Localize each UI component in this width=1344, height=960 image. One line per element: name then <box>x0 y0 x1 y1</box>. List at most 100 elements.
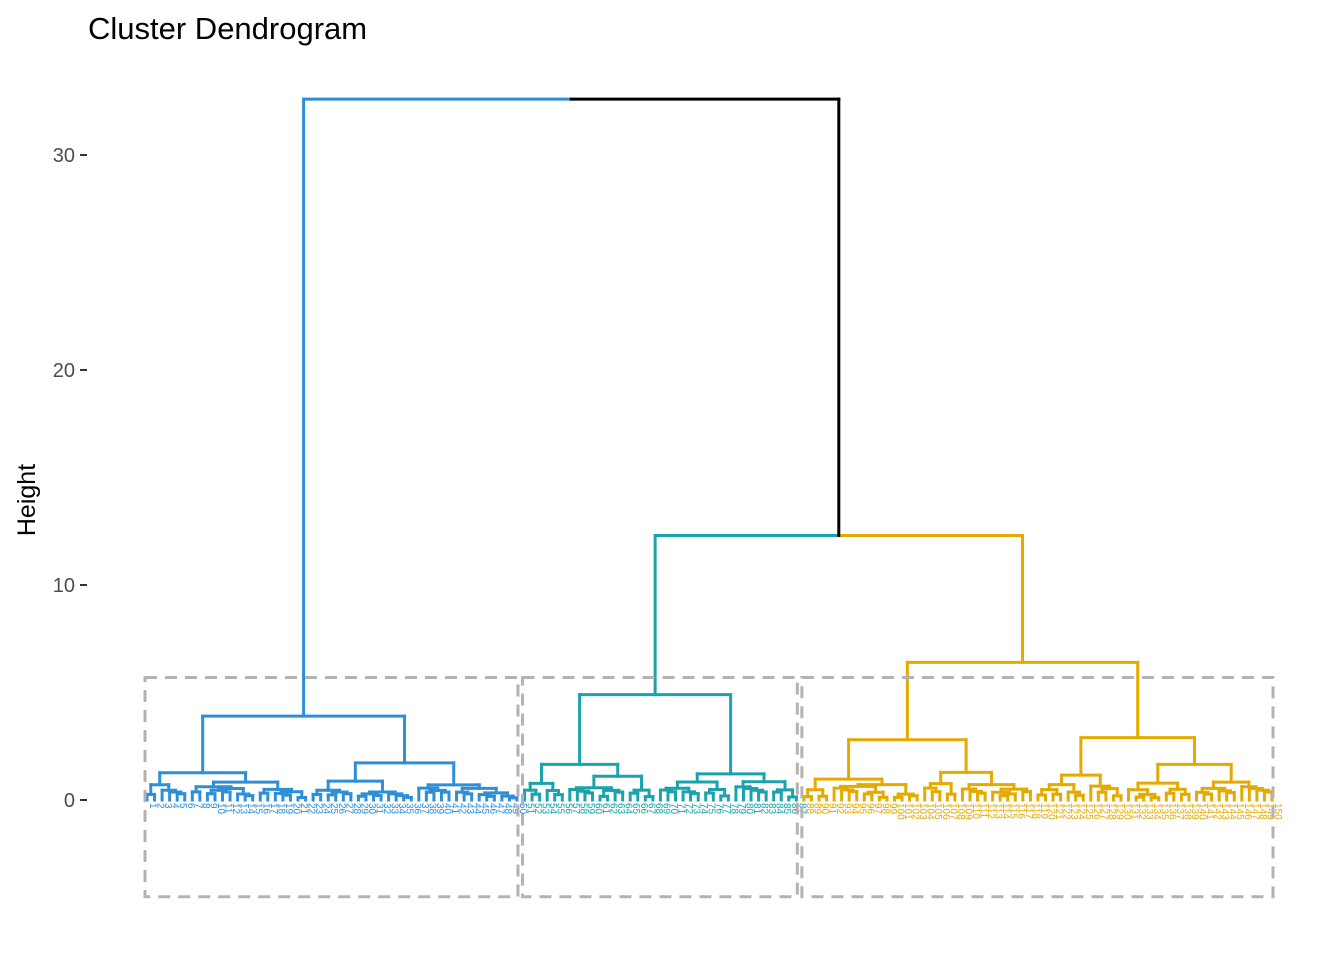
leaf-label: 67 <box>645 803 656 815</box>
leaf-label: 10 <box>215 803 226 815</box>
leaf-label: 99 <box>887 803 898 815</box>
leaf-label: 88 <box>804 803 815 815</box>
leaf-label: 68 <box>653 803 664 815</box>
leaf-label: 91 <box>827 803 838 815</box>
leaf-label: 131 <box>1129 803 1140 820</box>
y-tick-label: 20 <box>53 360 75 382</box>
leaf-label: 20 <box>290 803 301 815</box>
leaf-label: 121 <box>1053 803 1064 820</box>
leaf-label: 25 <box>328 803 339 815</box>
leaf-label: 70 <box>668 803 679 815</box>
leaf-label: 23 <box>313 803 324 815</box>
leaf-label: 142 <box>1212 803 1223 820</box>
leaf-label: 135 <box>1159 803 1170 820</box>
leaf-label: 98 <box>879 803 890 815</box>
leaf-label: 96 <box>864 803 875 815</box>
leaf-label: 116 <box>1015 803 1026 819</box>
cluster-rect-2 <box>521 675 799 899</box>
leaf-label: 140 <box>1196 803 1207 820</box>
leaf-label: 52 <box>532 803 543 815</box>
leaf-label: 66 <box>638 803 649 815</box>
leaf-label: 13 <box>238 803 249 815</box>
leaf-label: 64 <box>623 803 634 815</box>
leaf-label: 45 <box>479 803 490 815</box>
leaf-label: 24 <box>321 803 332 815</box>
leaf-label: 21 <box>298 803 309 815</box>
leaf-label: 103 <box>917 803 928 820</box>
leaf-label: 132 <box>1136 803 1147 820</box>
leaf-label: 38 <box>426 803 437 815</box>
leaf-label: 95 <box>857 803 868 815</box>
leaf-label: 15 <box>253 803 264 815</box>
leaf-label: 76 <box>713 803 724 815</box>
leaf-label: 85 <box>781 803 792 815</box>
leaf-label: 123 <box>1068 803 1079 820</box>
leaf-label: 37 <box>419 803 430 815</box>
leaf-label: 41 <box>449 803 460 815</box>
leaf-label: 141 <box>1204 803 1215 820</box>
leaf-label: 65 <box>630 803 641 815</box>
leaf-label: 117 <box>1023 803 1034 819</box>
y-axis-label: Height <box>13 464 41 536</box>
leaf-label: 80 <box>743 803 754 815</box>
leaf-label: 54 <box>547 803 558 815</box>
y-tick-label: 0 <box>64 790 75 812</box>
y-axis: 0 10 20 30 <box>53 145 87 812</box>
leaf-label: 126 <box>1091 803 1102 820</box>
leaf-label: 11 <box>223 803 234 814</box>
leaf-label: 92 <box>834 803 845 815</box>
leaf-label: 29 <box>358 803 369 815</box>
leaf-label: 50 <box>517 803 528 815</box>
cluster-rect-3 <box>800 675 1275 899</box>
leaf-label: 71 <box>676 803 687 815</box>
leaf-label: 9 <box>207 803 218 809</box>
leaf-label: 134 <box>1151 803 1162 820</box>
leaf-label: 86 <box>789 803 800 815</box>
leaf-label: 112 <box>985 803 996 819</box>
leaf-label: 59 <box>585 803 596 815</box>
leaf-label: 49 <box>509 803 520 815</box>
leaf-label: 39 <box>434 803 445 815</box>
leaf-label: 14 <box>245 803 256 815</box>
leaf-label: 130 <box>1121 803 1132 820</box>
leaf-label: 46 <box>487 803 498 815</box>
leaf-label: 7 <box>192 803 203 809</box>
leaf-label: 148 <box>1257 803 1268 820</box>
leaf-label: 26 <box>336 803 347 815</box>
leaf-label: 72 <box>683 803 694 815</box>
dendrogram-tree <box>145 97 1274 802</box>
leaf-label: 102 <box>910 803 921 820</box>
leaf-label: 28 <box>351 803 362 815</box>
leaf-label: 109 <box>962 803 973 820</box>
leaf-label: 105 <box>932 803 943 820</box>
leaf-label: 122 <box>1061 803 1072 820</box>
leaf-label: 82 <box>759 803 770 815</box>
leaf-label: 22 <box>306 803 317 815</box>
leaf-label: 57 <box>570 803 581 815</box>
leaf-label: 84 <box>774 803 785 815</box>
y-tick-label: 10 <box>53 575 75 597</box>
leaf-label: 129 <box>1113 803 1124 820</box>
leaf-label: 97 <box>872 803 883 815</box>
leaf-label: 79 <box>736 803 747 815</box>
leaf-label: 30 <box>366 803 377 815</box>
leaf-label: 93 <box>842 803 853 815</box>
leaf-label: 47 <box>494 803 505 815</box>
leaf-label: 1 <box>147 803 158 809</box>
leaf-label: 78 <box>728 803 739 815</box>
leaf-label: 150 <box>1272 803 1283 820</box>
leaf-label: 42 <box>457 803 468 815</box>
leaf-label: 81 <box>751 803 762 815</box>
leaf-label: 27 <box>343 803 354 815</box>
leaf-labels: 1234567891011121314151617181920212223242… <box>147 803 1283 820</box>
leaf-label: 137 <box>1174 803 1185 820</box>
leaf-label: 125 <box>1083 803 1094 820</box>
leaf-label: 2 <box>155 803 166 809</box>
leaf-label: 58 <box>577 803 588 815</box>
leaf-label: 75 <box>706 803 717 815</box>
leaf-label: 4 <box>170 803 181 809</box>
leaf-label: 51 <box>525 803 536 815</box>
leaf-label: 5 <box>177 803 188 809</box>
leaf-label: 3 <box>162 803 173 809</box>
leaf-label: 114 <box>1000 803 1011 819</box>
